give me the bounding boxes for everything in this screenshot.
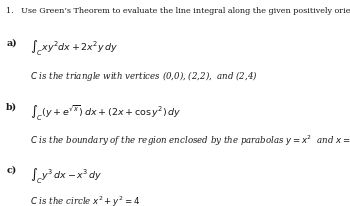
Text: $C$ is the boundary of the region enclosed by the parabolas $y = x^2$  and $x = : $C$ is the boundary of the region enclos…	[30, 133, 350, 148]
Text: a): a)	[6, 38, 17, 47]
Text: $C$ is the circle $x^2 + y^2 = 4$: $C$ is the circle $x^2 + y^2 = 4$	[30, 195, 140, 206]
Text: 1.   Use Green’s Theorem to evaluate the line integral along the given positivel: 1. Use Green’s Theorem to evaluate the l…	[6, 7, 350, 15]
Text: b): b)	[6, 103, 18, 112]
Text: $\int_C y^3\,dx - x^3\,dy$: $\int_C y^3\,dx - x^3\,dy$	[30, 166, 103, 185]
Text: $\int_C xy^2dx + 2x^2y\,dy$: $\int_C xy^2dx + 2x^2y\,dy$	[30, 38, 118, 57]
Text: c): c)	[6, 166, 16, 175]
Text: $C$ is the triangle with vertices (0,0), (2,2),  and (2,4): $C$ is the triangle with vertices (0,0),…	[30, 69, 258, 83]
Text: $\int_C (y + e^{\sqrt{x}})\,dx + (2x + \cos y^2)\,dy$: $\int_C (y + e^{\sqrt{x}})\,dx + (2x + \…	[30, 103, 181, 122]
